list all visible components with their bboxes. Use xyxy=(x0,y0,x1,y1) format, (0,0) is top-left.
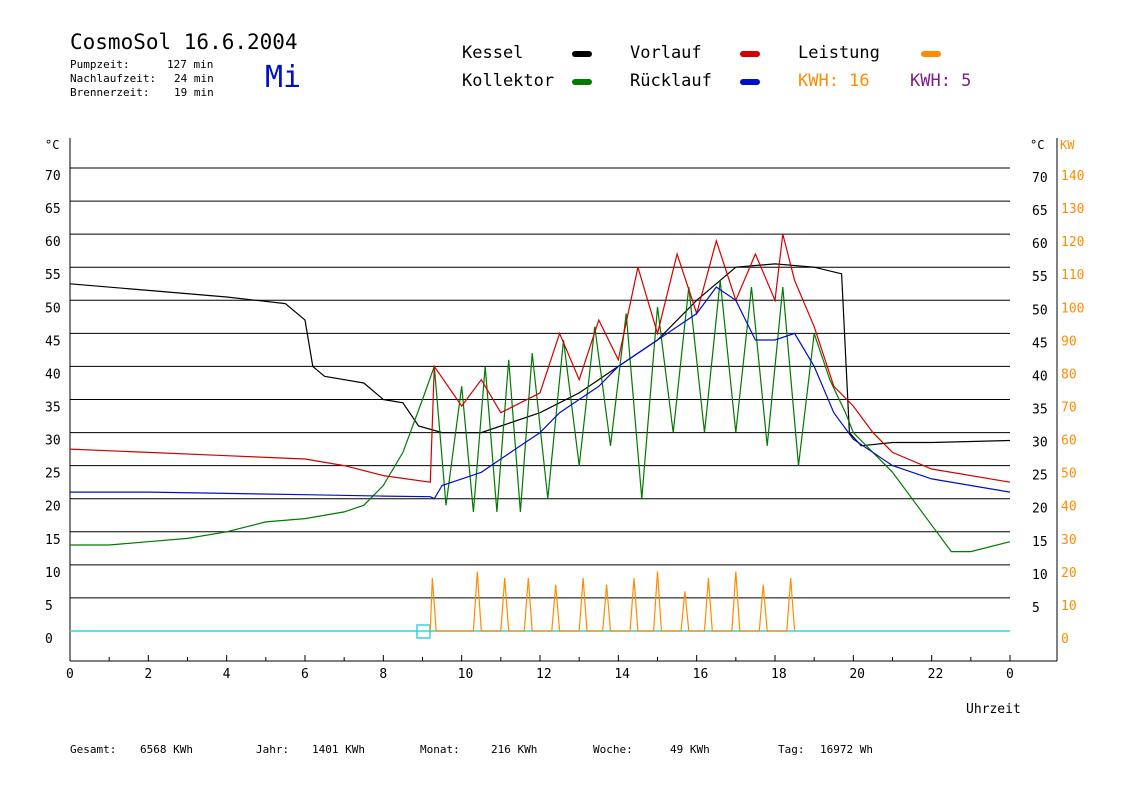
y-tick-label-right-temp: 5 xyxy=(1032,601,1040,616)
legend-kessel-swatch xyxy=(572,51,592,57)
footer-jahr-label: Jahr: xyxy=(256,743,290,756)
y-tick-label-right-kw: 0 xyxy=(1061,632,1069,647)
stat-nachlaufzeit-value: 24 min xyxy=(174,72,214,85)
x-tick-label: 0 xyxy=(1006,667,1014,682)
legend-vorlauf-label: Vorlauf xyxy=(630,43,702,63)
y-tick-label-left: 35 xyxy=(45,401,61,416)
y-tick-label-right-kw: 90 xyxy=(1061,334,1077,349)
stat-brennerzeit-value: 19 min xyxy=(174,86,214,99)
y-tick-label-right-kw: 70 xyxy=(1061,401,1077,416)
y-tick-label-right-temp: 30 xyxy=(1032,436,1048,451)
y-tick-label-left: 5 xyxy=(45,599,53,614)
footer-jahr-value: 1401 KWh xyxy=(312,743,365,756)
legend-vorlauf-swatch xyxy=(740,51,760,57)
y-tick-label-left: 60 xyxy=(45,235,61,250)
stat-nachlaufzeit-label: Nachlaufzeit: xyxy=(70,72,157,85)
x-tick-label: 16 xyxy=(693,667,709,682)
x-tick-label: 0 xyxy=(66,667,74,682)
y-axis-right-kw-unit: KW xyxy=(1060,138,1075,152)
y-tick-label-right-kw: 60 xyxy=(1061,434,1077,449)
footer-tag-value: 16972 Wh xyxy=(820,743,873,756)
y-tick-label-left: 50 xyxy=(45,301,61,316)
series-line-kessel xyxy=(69,263,1011,447)
series-line-vorlauf xyxy=(69,233,1011,483)
y-tick-label-left: 70 xyxy=(45,169,61,184)
y-tick-label-right-temp: 65 xyxy=(1032,204,1048,219)
stat-brennerzeit-label: Brennerzeit: xyxy=(70,86,150,99)
y-tick-label-right-temp: 60 xyxy=(1032,237,1048,252)
x-tick-label: 20 xyxy=(849,667,865,682)
y-tick-label-right-kw: 20 xyxy=(1061,566,1077,581)
x-tick-label: 6 xyxy=(301,667,309,682)
x-tick-label: 2 xyxy=(144,667,152,682)
y-tick-label-right-kw: 80 xyxy=(1061,367,1077,382)
legend-leistung-swatch xyxy=(921,51,941,57)
y-tick-label-left: 25 xyxy=(45,467,61,482)
y-tick-label-right-kw: 40 xyxy=(1061,500,1077,515)
y-tick-label-right-kw: 140 xyxy=(1061,169,1084,184)
y-tick-label-right-kw: 50 xyxy=(1061,467,1077,482)
y-tick-label-right-temp: 70 xyxy=(1032,171,1048,186)
y-tick-label-left: 55 xyxy=(45,268,61,283)
weekday-label: Mi xyxy=(265,60,302,95)
y-tick-label-right-kw: 10 xyxy=(1061,599,1077,614)
x-tick-label: 22 xyxy=(928,667,944,682)
footer-tag-label: Tag: xyxy=(778,743,805,756)
chart-title: CosmoSol 16.6.2004 xyxy=(70,30,298,54)
stat-pumpzeit-value: 127 min xyxy=(167,58,214,71)
y-tick-label-right-kw: 130 xyxy=(1061,202,1084,217)
y-tick-label-left: 0 xyxy=(45,632,53,647)
legend-kessel-label: Kessel xyxy=(462,43,524,63)
legend-ruecklauf-swatch xyxy=(740,79,760,85)
y-tick-label-left: 30 xyxy=(45,434,61,449)
y-tick-label-right-kw: 120 xyxy=(1061,235,1084,250)
legend-leistung-label: Leistung xyxy=(798,43,880,63)
y-tick-label-right-temp: 50 xyxy=(1032,303,1048,318)
y-tick-label-right-temp: 20 xyxy=(1032,502,1048,517)
y-tick-label-left: 45 xyxy=(45,334,61,349)
footer-woche-label: Woche: xyxy=(593,743,633,756)
x-axis-label: Uhrzeit xyxy=(966,702,1021,717)
x-tick-label: 14 xyxy=(614,667,630,682)
stat-pumpzeit-label: Pumpzeit: xyxy=(70,58,130,71)
series-line-ruecklauf xyxy=(70,286,1011,500)
y-tick-label-left: 20 xyxy=(45,500,61,515)
y-tick-label-left: 15 xyxy=(45,533,61,548)
y-tick-label-right-temp: 40 xyxy=(1032,369,1048,384)
legend-ruecklauf-label: Rücklauf xyxy=(630,71,712,91)
x-tick-label: 8 xyxy=(379,667,387,682)
series-line-leistung xyxy=(429,571,796,632)
y-tick-label-right-kw: 100 xyxy=(1061,301,1084,316)
series-line-kollektor xyxy=(70,280,1011,553)
y-tick-label-right-kw: 110 xyxy=(1061,268,1084,283)
start-marker xyxy=(416,624,431,639)
y-tick-label-left: 40 xyxy=(45,367,61,382)
y-tick-label-left: 65 xyxy=(45,202,61,217)
x-tick-label: 4 xyxy=(223,667,231,682)
y-axis-right-temp-unit: °C xyxy=(1030,138,1045,152)
y-tick-label-right-temp: 35 xyxy=(1032,403,1048,418)
y-axis-left-unit: °C xyxy=(45,138,60,152)
legend-kwh-total: KWH: 16 xyxy=(798,71,870,91)
y-tick-label-right-temp: 45 xyxy=(1032,336,1048,351)
footer-gesamt-label: Gesamt: xyxy=(70,743,117,756)
x-tick-label: 10 xyxy=(458,667,474,682)
footer-woche-value: 49 KWh xyxy=(670,743,710,756)
legend-kwh-second: KWH: 5 xyxy=(910,71,972,91)
y-tick-label-right-temp: 25 xyxy=(1032,469,1048,484)
y-tick-label-right-temp: 55 xyxy=(1032,270,1048,285)
footer-monat-label: Monat: xyxy=(420,743,460,756)
y-tick-label-right-kw: 30 xyxy=(1061,533,1077,548)
legend-kollektor-swatch xyxy=(572,79,592,85)
footer-monat-value: 216 KWh xyxy=(491,743,538,756)
x-tick-label: 12 xyxy=(536,667,552,682)
legend-kollektor-label: Kollektor xyxy=(462,71,555,91)
y-tick-label-right-temp: 15 xyxy=(1032,535,1048,550)
x-tick-label: 18 xyxy=(771,667,787,682)
y-tick-label-right-temp: 10 xyxy=(1032,568,1048,583)
y-tick-label-left: 10 xyxy=(45,566,61,581)
footer-gesamt-value: 6568 KWh xyxy=(140,743,193,756)
